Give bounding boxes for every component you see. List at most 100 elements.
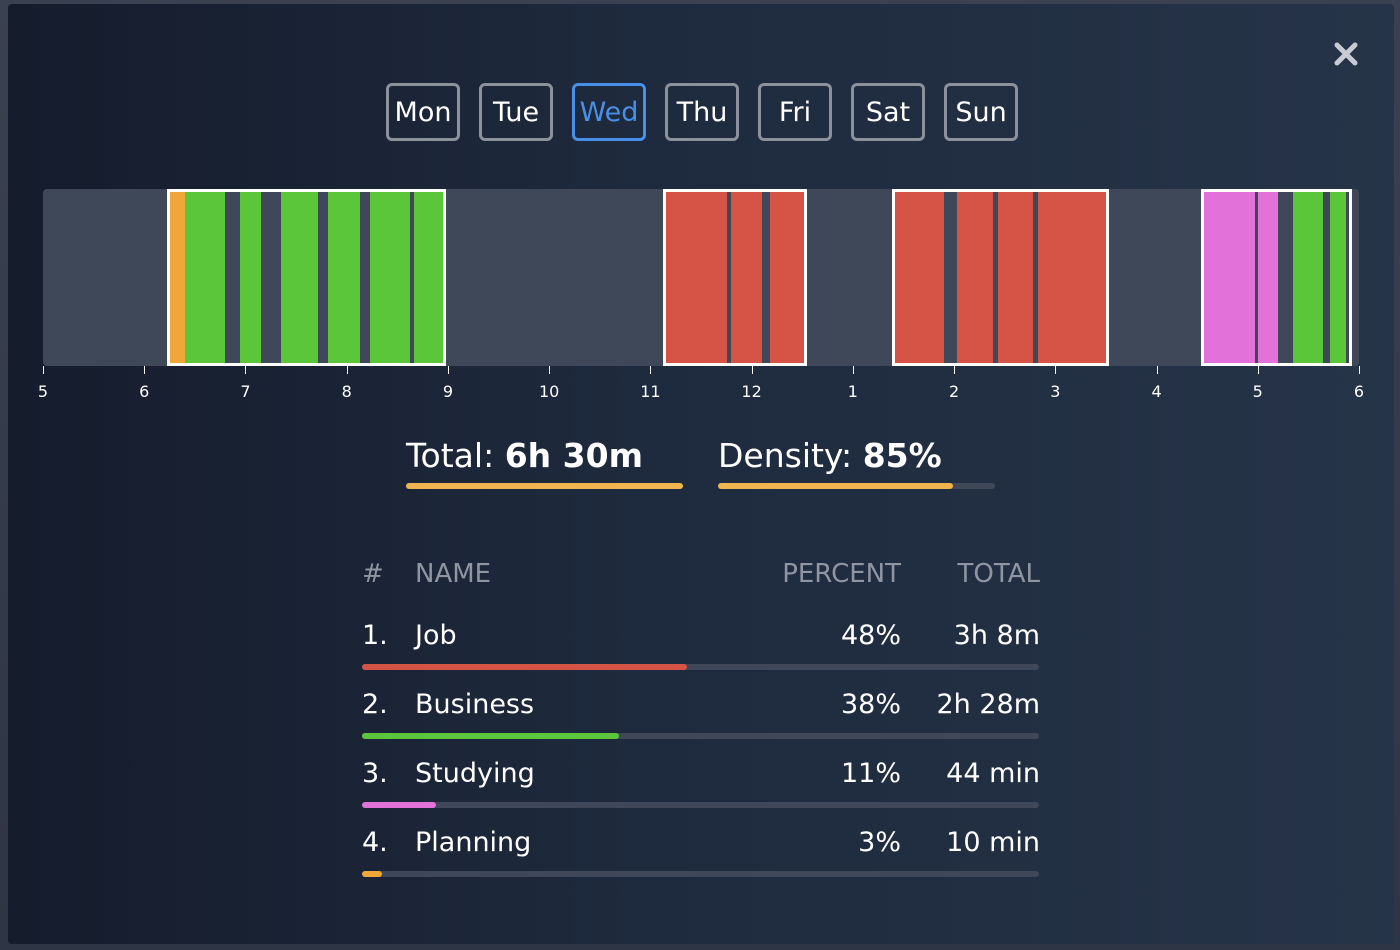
day-tab-thu[interactable]: Thu	[665, 83, 739, 141]
header-total: TOTAL	[957, 559, 1040, 589]
day-tab-sat[interactable]: Sat	[851, 83, 925, 141]
axis-tick	[1359, 366, 1360, 374]
total-stat: Total: 6h 30m	[406, 436, 643, 475]
axis-tick	[852, 366, 854, 374]
day-timeline	[43, 189, 1359, 366]
timeline-segment-job	[769, 189, 805, 366]
row-bar-track	[362, 802, 1039, 808]
axis-tick	[245, 366, 247, 374]
axis-tick-label: 5	[1252, 382, 1263, 401]
timeline-session[interactable]	[166, 189, 446, 366]
total-bar-track	[406, 483, 683, 489]
axis-tick	[954, 366, 956, 374]
row-total: 3h 8m	[953, 620, 1040, 651]
axis-tick	[144, 366, 146, 374]
density-bar-fill	[718, 483, 954, 489]
timeline-segment-job	[731, 189, 762, 366]
row-bar-fill	[362, 664, 687, 670]
timeline-session[interactable]	[1201, 189, 1352, 366]
axis-tick-label: 7	[240, 382, 251, 401]
timeline-segment-business	[184, 189, 226, 366]
row-num: 3.	[362, 758, 388, 789]
axis-tick	[447, 366, 449, 374]
timeline-segment-business	[280, 189, 319, 366]
timeline-segment-planning	[169, 189, 185, 366]
header-percent: PERCENT	[782, 559, 901, 589]
day-tab-wed[interactable]: Wed	[572, 83, 646, 141]
axis-tick-label: 11	[640, 382, 661, 401]
density-bar-track	[718, 483, 995, 489]
axis-tick-label: 1	[847, 382, 858, 401]
timeline-session[interactable]	[892, 189, 1109, 366]
timeline-segment-business	[413, 189, 443, 366]
row-bar-fill	[362, 871, 383, 877]
day-tab-sun[interactable]: Sun	[944, 83, 1018, 141]
row-name: Job	[415, 620, 457, 651]
axis-tick-label: 3	[1050, 382, 1061, 401]
header-num: #	[362, 559, 384, 589]
axis-tick-label: 9	[442, 382, 454, 401]
row-name: Business	[415, 689, 535, 720]
axis-tick-label: 4	[1151, 382, 1162, 401]
timeline-session[interactable]	[662, 189, 808, 366]
row-bar-track	[362, 664, 1039, 670]
day-tab-tue[interactable]: Tue	[479, 83, 553, 141]
row-bar-fill	[362, 802, 437, 808]
density-label: Density:	[718, 436, 853, 475]
table-row[interactable]: 3. Studying 11% 44 min	[362, 758, 1040, 828]
row-total: 2h 28m	[936, 689, 1040, 720]
row-num: 4.	[362, 827, 388, 858]
timeline-segment-studying	[1257, 189, 1278, 366]
density-stat: Density: 85%	[718, 436, 942, 475]
timeline-segment-business	[1329, 189, 1346, 366]
timeline-segment-business	[240, 189, 261, 366]
timeline-segment-business	[1293, 189, 1323, 366]
timeline-segment-job	[895, 189, 944, 366]
axis-tick	[1055, 366, 1057, 374]
axis-tick	[1257, 366, 1259, 374]
axis-tick	[1156, 366, 1158, 374]
header-name: NAME	[415, 559, 492, 589]
row-bar-fill	[362, 733, 620, 739]
row-num: 2.	[362, 689, 388, 720]
axis-tick-label: 10	[538, 382, 560, 401]
axis-tick-label: 6	[139, 382, 150, 401]
timeline-segment-job	[1038, 189, 1106, 366]
row-percent: 11%	[840, 758, 901, 789]
day-tab-mon[interactable]: Mon	[386, 83, 460, 141]
total-value: 6h 30m	[504, 436, 643, 475]
timeline-segment-business	[328, 189, 360, 366]
axis-tick	[549, 366, 551, 374]
row-bar-track	[362, 733, 1039, 739]
timeline-segment-studying	[1204, 189, 1255, 366]
table-row[interactable]: 4. Planning 3% 10 min	[362, 827, 1040, 897]
total-label: Total:	[406, 436, 495, 475]
row-percent: 48%	[840, 620, 901, 651]
timeline-segment-job	[957, 189, 993, 366]
day-tab-fri[interactable]: Fri	[758, 83, 832, 141]
axis-tick	[43, 366, 44, 374]
row-name: Planning	[415, 827, 532, 858]
axis-tick-label: 12	[741, 382, 762, 401]
density-value: 85%	[862, 436, 942, 475]
row-total: 44 min	[946, 758, 1040, 789]
total-bar-fill	[406, 483, 683, 489]
day-stats-modal: Mon Tue Wed Thu Fri Sat Sun 5 6 7 8 9 10 11 12 1…	[8, 4, 1394, 944]
table-row[interactable]: 2. Business 38% 2h 28m	[362, 689, 1040, 759]
timeline-segment-job	[665, 189, 728, 366]
axis-tick	[346, 366, 348, 374]
axis-tick-label: 8	[341, 382, 352, 401]
row-name: Studying	[415, 758, 535, 789]
row-bar-track	[362, 871, 1039, 877]
table-row[interactable]: 1. Job 48% 3h 8m	[362, 620, 1040, 690]
timeline-segment-business	[369, 189, 411, 366]
axis-tick-label: 2	[948, 382, 960, 401]
day-selector: Mon Tue Wed Thu Fri Sat Sun	[8, 83, 1394, 141]
axis-tick	[650, 366, 652, 374]
axis-tick-label: 6	[1353, 382, 1365, 401]
timeline-axis: 5 6 7 8 9 10 11 12 1 2 3 4 5 6	[38, 366, 1364, 406]
row-num: 1.	[362, 620, 388, 651]
axis-tick-label: 5	[37, 382, 49, 401]
close-button[interactable]	[1326, 34, 1366, 74]
close-icon	[1334, 42, 1358, 66]
